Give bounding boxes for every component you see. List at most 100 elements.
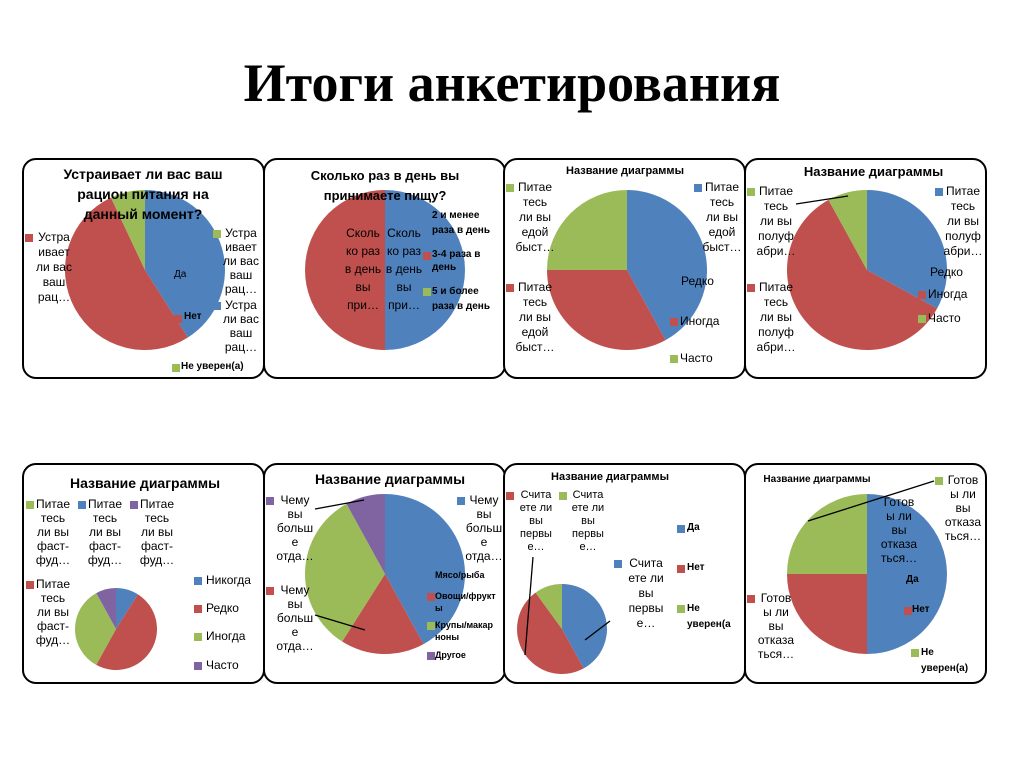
legend-swatch [559, 492, 567, 500]
legend-swatch [918, 291, 926, 299]
legend-swatch [918, 315, 926, 323]
pie-slice-1 [867, 190, 947, 309]
legend-entry: Устра ивает ли вас ваш рац… [223, 226, 259, 296]
chart-title: Название диаграммы [69, 475, 221, 491]
legend-entry: Питае тесь ли вы фаст- фуд… [35, 497, 71, 567]
pie-chart-panel-2: Сколько раз в день вы принимаете пищу? Ск… [263, 158, 506, 379]
legend-entry: Готов ы ли вы отказа ться… [757, 591, 795, 661]
leader-line [807, 480, 935, 522]
pie-slice-3 [110, 190, 145, 270]
legend-entry: Да [687, 522, 700, 533]
data-label: Да [906, 574, 919, 585]
legend-entry: Устра ивает ли вас ваш рац… [36, 230, 72, 304]
pie-chart-4 [787, 190, 947, 350]
legend-swatch [213, 302, 221, 310]
pie-slice-2 [96, 594, 158, 670]
legend-entry: Счита ете ли вы первы е… [571, 489, 605, 553]
data-label: Готов ы ли вы отказа ться… [880, 495, 918, 565]
pie-chart-7 [516, 556, 611, 675]
pie-chart-panel-3: Название диаграммы Питае тесь ли вы едой … [503, 158, 746, 379]
pie-slice-3 [535, 584, 562, 629]
pie-slice-1 [116, 588, 138, 629]
legend-entry: Не уверен(а) [921, 647, 969, 674]
legend-entry: Питае тесь ли вы едой быст… [515, 280, 555, 354]
data-label: Редко [681, 274, 714, 288]
legend-swatch [614, 560, 622, 568]
legend-swatch [78, 501, 86, 509]
leader-line [524, 556, 534, 656]
pie-chart-3 [547, 190, 707, 350]
legend-entry: Чему вы больш е отда… [465, 493, 503, 563]
legend-entry: Нет [687, 562, 705, 573]
legend-swatch [457, 497, 465, 505]
chart-title: Название диаграммы [763, 474, 871, 485]
chart-title: Название диаграммы [803, 164, 944, 179]
pie-chart-2 [305, 190, 465, 350]
legend-entry: Другое [435, 650, 466, 660]
legend-entry: Чему вы больш е отда… [276, 583, 314, 653]
legend-swatch [935, 477, 943, 485]
data-label: 2 и менее раза в день [432, 210, 490, 236]
pie-slice-3 [305, 503, 385, 642]
pie-slice-1 [385, 190, 465, 350]
pie-chart-6 [305, 494, 466, 654]
legend-swatch [904, 607, 912, 615]
pie-slice-2 [342, 574, 424, 654]
pie-slice-1 [385, 494, 466, 645]
legend-swatch [506, 492, 514, 500]
leader-line [314, 614, 366, 631]
pie-slice-4 [346, 494, 385, 574]
legend-entry: Готов ы ли вы отказа ться… [944, 473, 982, 543]
pie-chart-panel-5: Название диаграммы Питае тесь ли вы фаст-… [22, 463, 265, 684]
pie-chart-1 [65, 190, 226, 350]
legend-swatch [506, 284, 514, 292]
legend-swatch [213, 230, 221, 238]
legend-swatch [427, 593, 435, 601]
chart-title: Устраивает ли вас ваш рацион питания на … [63, 166, 223, 222]
legend-entry: Нет [184, 311, 202, 322]
legend-entry: Часто [680, 351, 713, 365]
legend-entry: Питае тесь ли вы полуф абри… [943, 184, 983, 258]
pie-slice-3 [787, 494, 867, 574]
pie-chart-panel-7: Название диаграммы Счита ете ли вы первы … [503, 463, 746, 684]
legend-swatch [747, 284, 755, 292]
legend-entry: 3-4 раза в день [432, 249, 481, 273]
pie-slice-1 [867, 494, 947, 654]
legend-entry: Питае тесь ли вы фаст- фуд… [139, 497, 175, 567]
pie-slice-2 [787, 574, 867, 654]
pie-slice-3 [547, 190, 627, 270]
legend-entry: Чему вы больш е отда… [276, 493, 314, 563]
legend-entry: Питае тесь ли вы полуф абри… [756, 184, 796, 258]
legend-entry: Иногда [928, 287, 968, 301]
pie-slice-2 [787, 199, 938, 350]
data-label: Сколь ко раз в день вы при… [344, 226, 382, 312]
legend-swatch [670, 355, 678, 363]
legend-swatch [194, 633, 202, 641]
chart-title: Сколько раз в день вы принимаете пищу? [310, 168, 460, 203]
pie-slice-2 [516, 592, 584, 675]
legend-swatch [172, 364, 180, 372]
legend-entry: Счита ете ли вы первы е… [519, 489, 553, 553]
legend-swatch [427, 652, 435, 660]
legend-swatch [677, 565, 685, 573]
legend-entry: Счита ете ли вы первы е… [628, 556, 664, 630]
legend-swatch [677, 605, 685, 613]
legend-entry: Питае тесь ли вы едой быст… [515, 180, 555, 254]
legend-swatch [935, 188, 943, 196]
legend-entry: Иногда [206, 629, 246, 643]
legend-swatch [427, 622, 435, 630]
data-label: Сколь ко раз в день вы при… [385, 226, 423, 312]
pie-slice-2 [547, 270, 666, 350]
leader-line [314, 499, 365, 510]
legend-swatch [174, 315, 182, 323]
chart-title: Название диаграммы [566, 165, 684, 177]
chart-title: Название диаграммы [314, 471, 466, 487]
legend-swatch [694, 184, 702, 192]
legend-entry: Иногда [680, 314, 720, 328]
legend-entry: Никогда [206, 573, 251, 587]
pie-chart-panel-8: Название диаграммы Готов ы ли вы отказа т… [744, 463, 987, 684]
pie-chart-panel-1: Устраивает ли вас ваш рацион питания на … [22, 158, 265, 379]
pie-slice-3 [828, 190, 867, 270]
legend-swatch [670, 318, 678, 326]
legend-swatch [266, 497, 274, 505]
